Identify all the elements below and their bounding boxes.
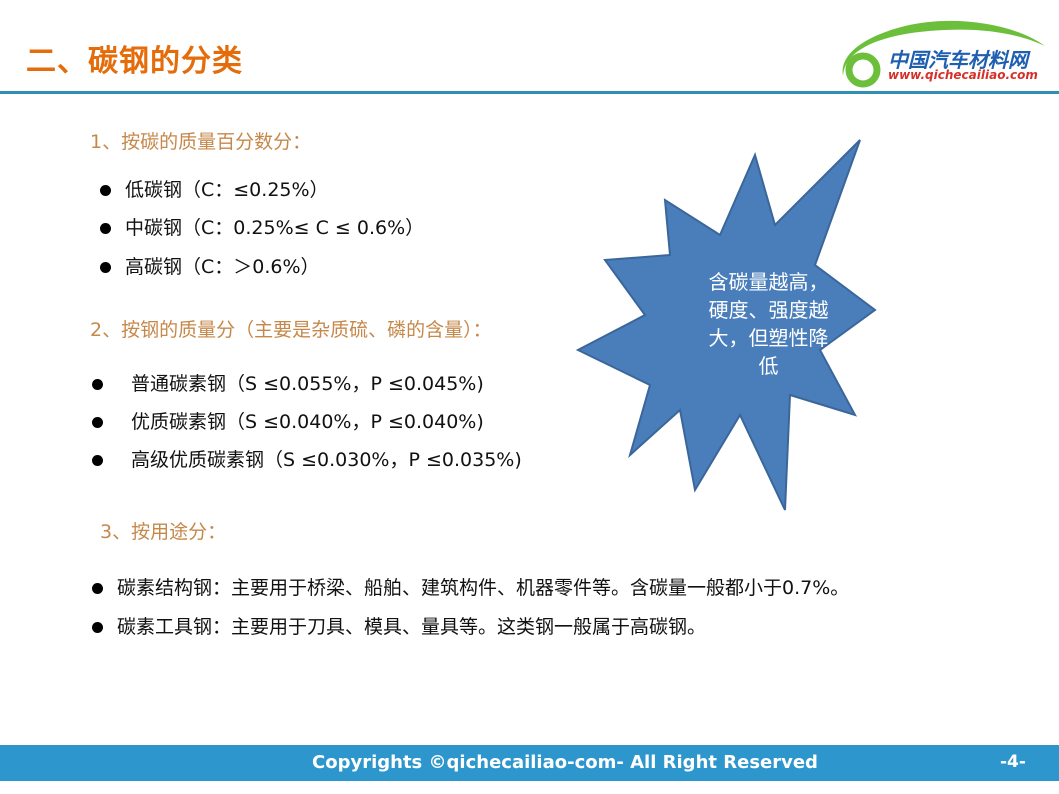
list-item: 中碳钢（C：0.25%≤ C ≤ 0.6%） <box>100 213 424 240</box>
list-item: 低碳钢（C：≤0.25%） <box>100 175 329 202</box>
list-item: 普通碳素钢（S ≤0.055%，P ≤0.045%) <box>92 369 484 396</box>
bullet-icon <box>100 185 111 196</box>
section-heading: 3、按用途分： <box>100 521 227 543</box>
bullet-icon <box>92 622 103 633</box>
logo-name: 中国汽车材料网 <box>888 48 1028 72</box>
section-heading: 2、按钢的质量分（主要是杂质硫、磷的含量）： <box>90 319 492 341</box>
header-divider <box>0 91 1059 94</box>
slide-title: 二、碳钢的分类 <box>26 44 243 79</box>
list-item: 高碳钢（C：＞0.6%） <box>100 252 320 279</box>
bullet-icon <box>92 417 103 428</box>
list-item: 优质碳素钢（S ≤0.040%，P ≤0.040%) <box>92 407 484 434</box>
page-number: -4- <box>1000 752 1026 772</box>
list-item: 碳素工具钢：主要用于刀具、模具、量具等。这类钢一般属于高碳钢。 <box>92 612 706 639</box>
bullet-icon <box>100 223 111 234</box>
bullet-icon <box>100 262 111 273</box>
logo-url: www.qichecailiao.com <box>888 68 1038 82</box>
footer-bar <box>0 745 1059 781</box>
section-heading: 1、按碳的质量百分数分： <box>90 131 312 153</box>
logo-swoosh-icon <box>842 20 1045 88</box>
copyright-text: Copyrights ©qichecailiao-com- All Right … <box>312 752 818 773</box>
starburst-callout-shape <box>575 139 877 511</box>
list-item: 高级优质碳素钢（S ≤0.030%，P ≤0.035%) <box>92 445 522 472</box>
bullet-icon <box>92 379 103 390</box>
bullet-icon <box>92 455 103 466</box>
bullet-icon <box>92 583 103 594</box>
callout-text: 含碳量越高， 硬度、强度越 大，但塑性降低 <box>708 270 829 378</box>
list-item: 碳素结构钢：主要用于桥梁、船舶、建筑构件、机器零件等。含碳量一般都小于0.7%。 <box>92 573 849 600</box>
